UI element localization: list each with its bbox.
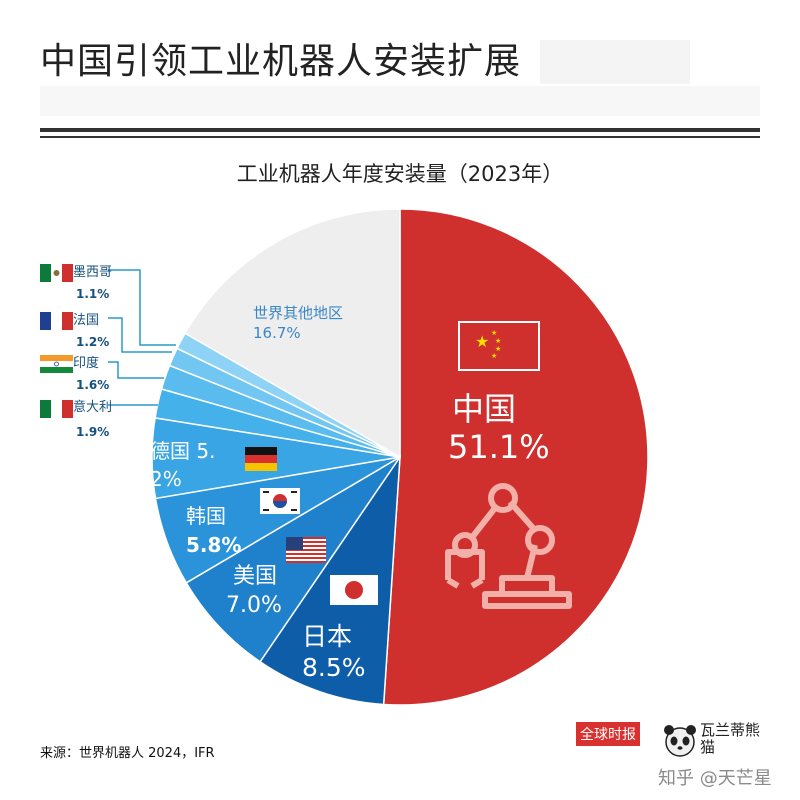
japan-label: 日本 [302,622,352,651]
china-flag-icon: ★ ★ ★ ★ ★ [458,321,540,371]
robot-arm-icon [445,483,572,609]
usa-label: 美国 [233,564,277,589]
korea-value: 5.8% [186,533,241,557]
france-label: 法国 [73,313,99,328]
rest-of-world-label: 世界其他地区 [253,304,343,322]
mexico-leader-line [108,269,176,346]
header-rule-thick [40,128,760,132]
svg-text:★: ★ [475,332,489,351]
usa-flag-icon [286,537,326,563]
india-flag-icon [40,355,73,373]
chart-title: 工业机器人年度安装量（2023年） [236,162,564,186]
panda-logo-icon [664,725,696,757]
svg-text:★: ★ [495,345,501,353]
source-note: 来源：世界机器人 2024，IFR [40,746,215,761]
india-value: 1.6% [76,378,109,392]
japan-value: 8.5% [302,653,366,682]
india-label: 印度 [73,355,99,371]
rest-of-world-value: 16.7% [253,324,301,342]
china-value: 51.1% [448,428,550,466]
brand-logo: 全球时报 [576,722,640,746]
svg-text:★: ★ [491,329,497,337]
mexico-label: 墨西哥 [73,265,112,280]
japan-flag-icon [330,575,378,605]
header-rule-thin [40,136,760,138]
france-value: 1.2% [76,335,109,349]
italy-flag-icon [40,400,73,418]
pie-slice-9 [184,208,401,459]
svg-text:★: ★ [491,352,497,360]
watermark: 知乎 @天芒星 [658,768,772,789]
india-leader-line [108,361,164,379]
title-masked-area [540,40,690,84]
mexico-flag-icon [40,264,73,282]
mexico-value: 1.1% [76,287,109,301]
germany-label-line2: 2% [150,467,182,491]
pie-slices [151,208,649,706]
germany-label-line1: 德国 5. [150,439,215,463]
svg-text:★: ★ [495,337,501,345]
page-title: 中国引领工业机器人安装扩展 [40,41,522,82]
france-flag-icon [40,312,73,330]
italy-label: 意大利 [73,399,112,415]
china-label: 中国 [452,390,516,428]
callout-leader-lines [108,269,176,406]
logo-text: 瓦兰蒂熊猫 [700,721,761,756]
germany-flag-icon [245,447,277,471]
usa-value: 7.0% [226,593,282,618]
korea-flag-icon [260,488,300,514]
korea-label: 韩国 [186,504,226,528]
france-leader-line [108,317,172,353]
italy-value: 1.9% [76,425,109,439]
subtitle-masked-area [40,86,760,116]
